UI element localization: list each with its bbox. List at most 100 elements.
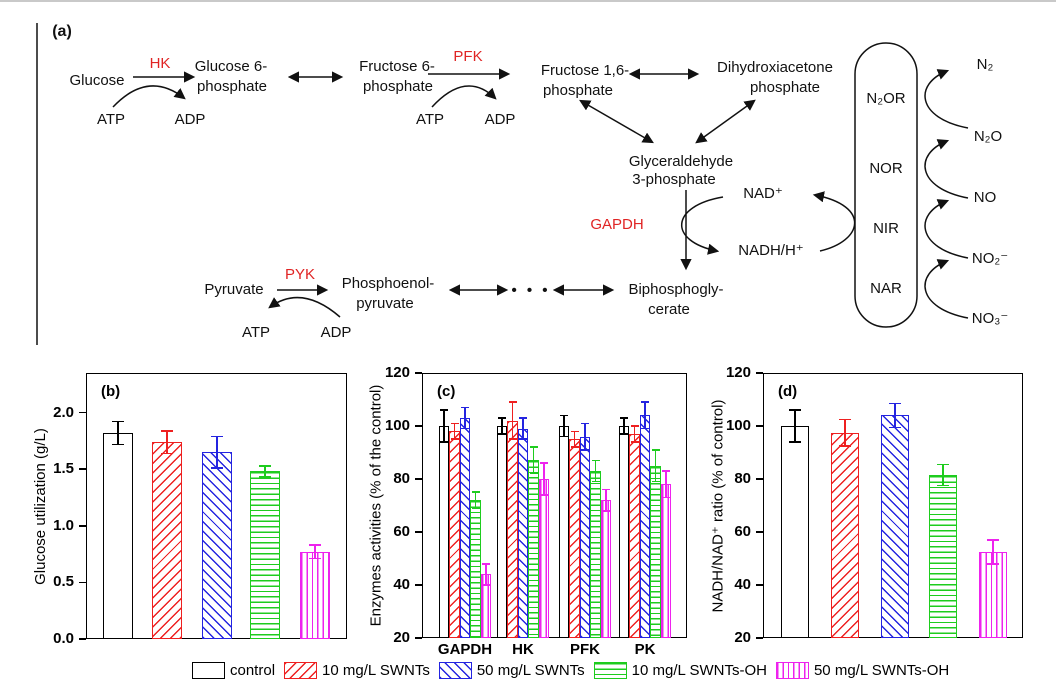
x-category-label: PK — [634, 641, 656, 658]
bar — [517, 428, 529, 638]
error-bar-cap-top — [112, 420, 124, 423]
panel-label-c: (c) — [437, 383, 456, 400]
y-tick-label: 1.5 — [53, 460, 74, 478]
node-glucose: Glucose — [69, 72, 124, 89]
bar — [300, 551, 330, 639]
error-bar-cap-bottom — [581, 449, 589, 451]
error-bar-line — [942, 464, 944, 486]
error-bar-cap-top — [540, 462, 548, 464]
arrow-no-to-n2o — [924, 139, 969, 199]
bar — [438, 426, 450, 638]
species-no: NO — [974, 189, 997, 206]
error-bar-cap-top — [498, 417, 506, 419]
node-g6p-line1: Glucose 6- — [195, 58, 268, 75]
legend-item: 50 mg/L SWNTs — [438, 661, 585, 679]
y-axis-title-text: Enzymes activities (% of the control) — [367, 384, 385, 627]
y-tick — [415, 637, 422, 639]
node-f6p-line2: phosphate — [363, 78, 433, 95]
error-bar-line — [623, 418, 625, 434]
bar — [496, 426, 508, 638]
error-bar-line — [633, 426, 636, 442]
error-bar-line — [844, 419, 846, 446]
bar — [929, 475, 957, 638]
arrow-adp-atp-pyk — [268, 296, 341, 318]
bar — [629, 433, 640, 638]
error-bar-cap-bottom — [789, 441, 801, 443]
error-bar-line — [474, 492, 477, 509]
y-tick-label: 20 — [734, 629, 751, 646]
bar — [650, 465, 661, 638]
error-bar-line — [511, 402, 514, 440]
bar — [449, 431, 460, 638]
bar — [202, 452, 232, 639]
error-bar-cap-top — [630, 425, 639, 427]
y-tick — [415, 531, 422, 533]
legend-label: 10 mg/L SWNTs — [322, 661, 430, 679]
error-bar-cap-top — [471, 491, 480, 494]
cofactor-adp-pyk: ADP — [321, 324, 352, 341]
error-bar-line — [443, 410, 445, 442]
error-bar-cap-bottom — [602, 510, 610, 512]
y-tick — [79, 638, 86, 640]
panel-label-d: (d) — [778, 383, 798, 400]
enzyme-pyk: PYK — [285, 266, 315, 283]
species-no3: NO₃⁻ — [972, 310, 1009, 327]
error-bar-line — [117, 421, 119, 445]
node-f16p-line2: phosphate — [543, 82, 613, 99]
x-category-label: HK — [512, 641, 534, 658]
node-f16p-line1: Fructose 1,6- — [541, 62, 629, 79]
bar — [538, 479, 550, 638]
error-bar-cap-top — [211, 435, 223, 438]
error-bar-cap-top — [570, 430, 579, 433]
error-bar-cap-bottom — [211, 467, 223, 469]
error-bar-cap-top — [641, 401, 649, 403]
error-bar-cap-bottom — [461, 427, 469, 430]
error-bar-cap-bottom — [937, 484, 949, 487]
error-bar-cap-bottom — [839, 445, 851, 447]
y-tick — [79, 525, 86, 527]
bar — [558, 426, 570, 638]
error-bar-cap-bottom — [889, 426, 901, 429]
cofactor-adp-pfk: ADP — [485, 111, 516, 128]
legend-swatch — [593, 661, 627, 679]
node-pyruvate: Pyruvate — [204, 281, 263, 298]
error-bar-cap-top — [508, 401, 517, 403]
species-n2o: N₂O — [974, 128, 1002, 145]
legend: control 10 mg/L SWNTs 50 mg/L SWNTs 10 mg/L… — [192, 659, 949, 681]
error-bar-line — [216, 436, 218, 469]
error-bar-line — [584, 423, 586, 450]
enzyme-nor: NOR — [869, 160, 903, 177]
species-n2: N₂ — [977, 56, 994, 73]
cofactor-atp-pyk: ATP — [242, 324, 270, 341]
error-bar-line — [644, 402, 646, 429]
y-tick — [415, 425, 422, 427]
error-bar-line — [563, 415, 565, 437]
arrow-atp-adp-pfk — [431, 85, 497, 108]
legend-label: 50 mg/L SWNTs — [476, 661, 585, 679]
arrow-no2-to-no — [924, 199, 969, 259]
error-bar-line — [654, 449, 657, 482]
y-tick — [79, 411, 86, 414]
error-bar-cap-top — [309, 544, 321, 546]
bar — [152, 442, 182, 639]
cofactor-atp-hk: ATP — [97, 111, 125, 128]
error-bar-cap-top — [662, 470, 670, 472]
error-bar-line — [501, 418, 503, 434]
node-bpg-line1: Biphosphogly- — [628, 281, 723, 298]
legend-label: 50 mg/L SWNTs-OH — [813, 661, 950, 679]
error-bar-line — [543, 463, 545, 495]
cofactor-nad: NAD⁺ — [743, 185, 783, 202]
error-bar-line — [314, 545, 316, 559]
error-bar-line — [573, 431, 576, 448]
enzyme-hk: HK — [150, 55, 171, 72]
error-bar-line — [166, 430, 168, 454]
error-bar-cap-top — [581, 422, 589, 425]
error-bar-cap-top — [987, 539, 999, 541]
panel-a-label: (a) — [52, 23, 72, 40]
node-gap-line1: Glyceraldehyde — [629, 153, 733, 170]
legend-item: 10 mg/L SWNTs — [284, 661, 430, 679]
node-bpg-line2: cerate — [648, 301, 690, 318]
error-bar-cap-bottom — [440, 441, 448, 443]
y-tick-label: 100 — [384, 417, 410, 434]
